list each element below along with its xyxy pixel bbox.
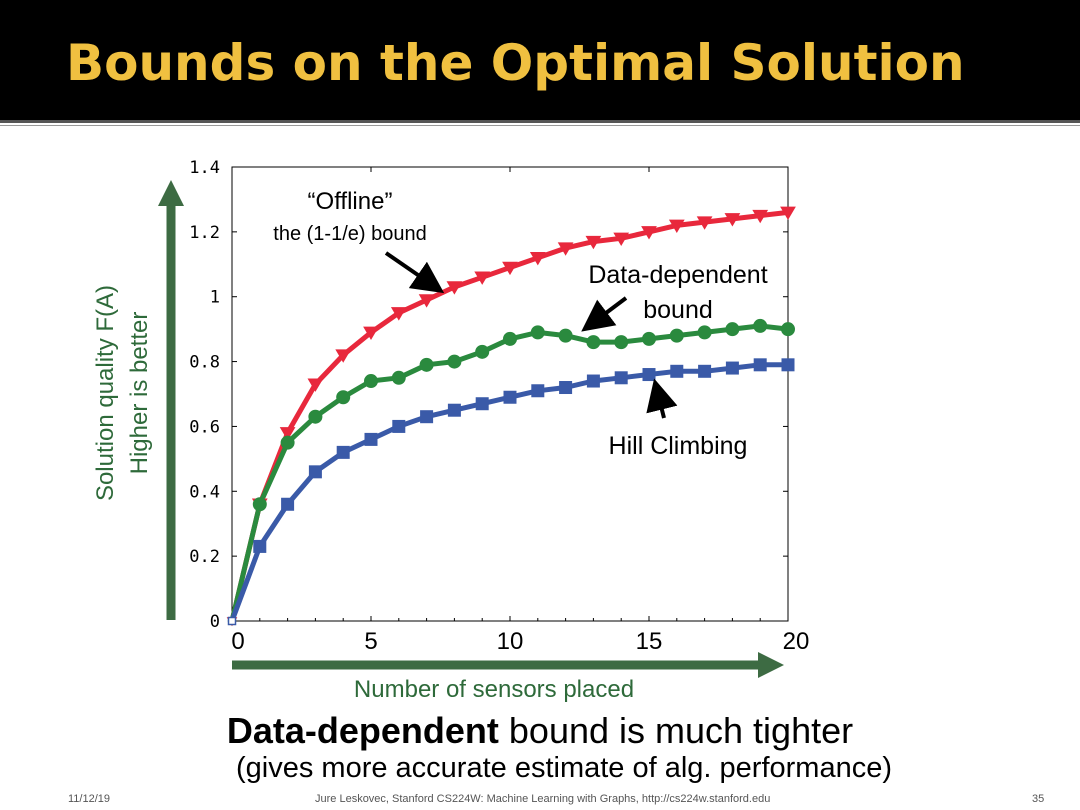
data-point-data_dependent: [447, 354, 462, 369]
data-point-hill_climbing: [586, 374, 600, 388]
annotation-offline-subtitle: the (1-1/e) bound: [273, 223, 426, 245]
data-point-data_dependent: [614, 335, 629, 350]
data-point-data_dependent: [419, 357, 434, 372]
caption-sub: (gives more accurate estimate of alg. pe…: [236, 752, 892, 784]
data-point-data_dependent: [781, 322, 795, 337]
data-point-hill_climbing: [281, 497, 295, 511]
y-tick-label: 1.2: [189, 223, 220, 243]
caption-rest: bound is much tighter: [498, 710, 854, 751]
y-axis-label-2: Higher is better: [126, 312, 153, 475]
title-bar: [0, 0, 1080, 120]
data-point-hill_climbing: [725, 361, 739, 375]
data-point-offline: [696, 216, 713, 230]
annotation-hill-climbing: Hill Climbing: [609, 432, 748, 460]
data-point-hill_climbing: [753, 358, 767, 372]
data-point-hill_climbing: [336, 445, 350, 459]
data-point-data_dependent: [725, 322, 740, 337]
data-point-data_dependent: [697, 325, 712, 340]
data-point-offline: [390, 307, 407, 321]
data-point-hill_climbing: [364, 432, 378, 446]
data-point-hill_climbing: [642, 368, 656, 382]
annotation-data-dependent-subtitle: bound: [643, 296, 713, 324]
data-point-offline: [446, 281, 463, 295]
data-point-offline: [585, 235, 602, 250]
caption-bold: Data-dependent: [226, 710, 499, 751]
data-point-hill_climbing: [253, 539, 267, 553]
footer-credit: Jure Leskovec, Stanford CS224W: Machine …: [315, 793, 771, 805]
data-point-hill_climbing: [475, 397, 489, 411]
data-point-data_dependent: [586, 335, 601, 350]
data-point-offline: [335, 349, 352, 363]
data-point-hill_climbing: [227, 616, 237, 626]
data-point-offline: [502, 261, 518, 276]
annotation-offline-title: “Offline”: [308, 188, 393, 215]
data-point-data_dependent: [642, 331, 656, 346]
annotation-hill-climbing-arrow: [646, 378, 678, 419]
data-point-data_dependent: [336, 390, 351, 405]
slide-title: Bounds on the Optimal Solution: [66, 34, 965, 92]
title-divider: [0, 120, 1080, 123]
y-tick-label: 1: [210, 288, 220, 308]
data-point-hill_climbing: [503, 390, 517, 404]
data-point-data_dependent: [364, 374, 378, 389]
x-tick-label: 10: [497, 628, 524, 655]
data-point-offline: [418, 294, 435, 308]
footer-date: 11/12/19: [68, 793, 111, 805]
x-tick-label: 5: [364, 628, 377, 655]
x-tick-label: 20: [783, 628, 810, 655]
data-point-hill_climbing: [308, 465, 322, 479]
annotation-data-dependent-arrow: [581, 296, 628, 332]
x-tick-label: 0: [231, 628, 244, 655]
data-point-offline: [529, 252, 546, 266]
y-tick-label: 1.4: [189, 158, 220, 178]
data-point-hill_climbing: [781, 358, 795, 372]
data-point-offline: [641, 226, 657, 240]
data-point-offline: [780, 206, 796, 221]
data-point-offline: [613, 232, 630, 246]
y-tick-label: 0.6: [189, 417, 220, 437]
data-point-data_dependent: [475, 344, 490, 359]
y-tick-label: 0: [210, 612, 220, 632]
y-axis-arrow-head: [158, 180, 184, 206]
data-point-hill_climbing: [614, 371, 628, 385]
x-axis-label: Number of sensors placed: [354, 676, 634, 703]
caption-main: Data-dependent bound is much tighter: [0, 710, 1080, 752]
data-point-data_dependent: [308, 409, 323, 424]
data-point-offline: [752, 209, 769, 224]
x-tick-label: 15: [636, 628, 663, 655]
data-point-hill_climbing: [670, 364, 684, 378]
data-point-offline: [279, 427, 296, 441]
x-axis-arrow-head: [758, 652, 784, 678]
data-point-hill_climbing: [392, 419, 406, 433]
data-point-data_dependent: [503, 331, 517, 346]
y-tick-label: 0.2: [189, 547, 220, 567]
data-point-data_dependent: [252, 497, 267, 512]
data-point-data_dependent: [558, 328, 573, 343]
data-point-hill_climbing: [531, 384, 545, 398]
data-point-data_dependent: [280, 435, 295, 450]
annotation-offline-arrow: [384, 251, 445, 294]
data-point-offline: [474, 271, 491, 285]
data-point-offline: [724, 213, 741, 227]
data-point-offline: [557, 242, 574, 256]
y-tick-label: 0.4: [189, 482, 220, 502]
data-point-data_dependent: [669, 328, 684, 343]
y-tick-label: 0.8: [189, 353, 220, 373]
data-point-hill_climbing: [447, 403, 461, 417]
title-divider-thin: [0, 125, 1080, 126]
data-point-data_dependent: [530, 325, 545, 340]
footer-page-number: 35: [1032, 793, 1045, 805]
data-point-offline: [363, 326, 379, 341]
annotation-data-dependent-title: Data-dependent: [588, 261, 767, 289]
data-point-hill_climbing: [420, 410, 434, 424]
data-point-hill_climbing: [698, 364, 712, 378]
data-point-hill_climbing: [559, 381, 573, 395]
y-axis-label: Solution quality F(A): [92, 285, 119, 501]
data-point-data_dependent: [391, 370, 406, 385]
data-point-offline: [668, 219, 685, 234]
data-point-offline: [307, 378, 324, 392]
data-point-data_dependent: [753, 318, 768, 333]
